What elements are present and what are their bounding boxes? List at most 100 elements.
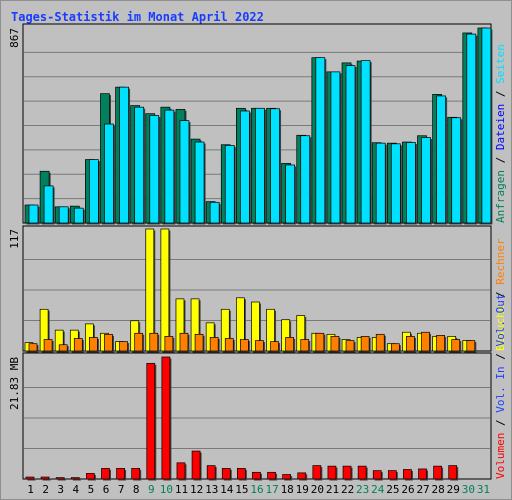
day-label: 31 xyxy=(477,483,490,496)
legend-besuche: Besuche xyxy=(494,305,507,351)
day-label: 6 xyxy=(103,483,110,496)
day-label: 22 xyxy=(341,483,354,496)
day-label: 23 xyxy=(356,483,369,496)
legend-seiten: Seiten xyxy=(494,44,507,84)
day-label: 2 xyxy=(42,483,49,496)
volumen-bar xyxy=(191,450,201,480)
legend-volumen: Volumen xyxy=(494,433,507,479)
seiten-bar xyxy=(43,185,54,224)
volumen-bar xyxy=(448,465,458,480)
day-label: 18 xyxy=(281,483,294,496)
seiten-bar xyxy=(390,143,401,224)
rechner-bar xyxy=(58,344,68,352)
volumen-bar xyxy=(131,468,141,480)
volumen-bar xyxy=(161,356,171,480)
volumen-bar xyxy=(176,462,186,480)
volumen-bar xyxy=(372,470,382,480)
rechner-bar xyxy=(315,332,325,352)
legend-vol-out: Vol. Out xyxy=(494,294,507,347)
volumen-bar xyxy=(387,470,397,480)
rechner-bar xyxy=(330,336,340,352)
rechner-bar xyxy=(209,337,219,352)
day-label: 16 xyxy=(250,483,263,496)
rechner-bar xyxy=(89,337,98,352)
day-label: 13 xyxy=(205,483,218,496)
seiten-bar xyxy=(421,137,431,224)
volumen-bar-shadow xyxy=(42,478,51,481)
day-label: 8 xyxy=(133,483,140,496)
day-label: 12 xyxy=(190,483,203,496)
seiten-bar xyxy=(73,207,84,224)
volumen-bar-shadow xyxy=(72,479,81,481)
seiten-bar xyxy=(330,71,341,224)
hits-ymax-label: 867 xyxy=(8,28,21,48)
legend-vol-in: Vol. In xyxy=(494,366,507,412)
volume-plot-area xyxy=(22,352,492,480)
rechner-bar xyxy=(119,341,128,352)
seiten-bar xyxy=(89,159,99,224)
visits-legend: Besuche / Rechner xyxy=(494,238,507,351)
rechner-bar xyxy=(28,343,38,352)
seiten-bar xyxy=(224,145,235,224)
day-label: 19 xyxy=(296,483,309,496)
volumen-bar xyxy=(418,468,427,480)
rechner-bar xyxy=(43,339,53,352)
rechner-bar xyxy=(255,340,264,352)
rechner-bar xyxy=(436,335,445,352)
day-label: 27 xyxy=(416,483,429,496)
rechner-bar xyxy=(194,333,204,352)
volumen-bar-shadow xyxy=(57,479,66,481)
volumen-bar xyxy=(357,465,367,480)
rechner-bar xyxy=(375,333,385,352)
seiten-bar xyxy=(134,106,145,224)
seiten-bar xyxy=(436,95,446,224)
rechner-bar xyxy=(300,339,310,352)
day-label: 3 xyxy=(57,483,64,496)
day-label: 21 xyxy=(326,483,339,496)
rechner-bar xyxy=(345,340,355,352)
seiten-bar xyxy=(104,123,114,224)
seiten-bar xyxy=(240,110,250,224)
rechner-bar xyxy=(164,336,174,352)
day-label: 14 xyxy=(220,483,234,496)
seiten-bar xyxy=(149,115,160,224)
seiten-bar xyxy=(255,107,265,224)
volumen-bar xyxy=(342,465,352,480)
legend-rechner: Rechner xyxy=(494,238,507,285)
day-label: 29 xyxy=(447,483,460,496)
volumen-bar xyxy=(237,468,246,480)
volumen-bar xyxy=(86,473,95,480)
volumen-bar xyxy=(25,476,35,480)
rechner-bar xyxy=(390,343,400,352)
seiten-bar xyxy=(315,57,326,224)
rechner-bar xyxy=(466,340,476,352)
rechner-bar xyxy=(360,336,370,352)
day-label: 1 xyxy=(27,483,34,496)
volumen-bar xyxy=(252,471,261,480)
rechner-bar xyxy=(179,332,189,352)
besuche-bar xyxy=(145,228,155,352)
day-label: 28 xyxy=(432,483,445,496)
volumen-bar xyxy=(70,477,80,480)
chart-title: Tages-Statistik im Monat April 2022 xyxy=(11,10,264,24)
seiten-bar xyxy=(119,86,129,224)
volumen-bar xyxy=(101,468,110,480)
seiten-bar xyxy=(406,142,416,224)
rechner-bar xyxy=(285,337,294,352)
volume-ymax-label: 21.83 MB xyxy=(8,357,21,410)
rechner-bar xyxy=(73,338,83,352)
rechner-bar xyxy=(149,332,159,352)
day-label: 4 xyxy=(73,483,80,496)
day-label: 26 xyxy=(401,483,414,496)
day-label: 30 xyxy=(462,483,475,496)
volumen-bar xyxy=(327,465,337,480)
rechner-bar xyxy=(240,339,249,352)
rechner-bar xyxy=(406,336,415,352)
seiten-bar xyxy=(375,142,386,224)
day-label: 9 xyxy=(148,483,155,496)
volumen-bar xyxy=(267,471,276,480)
day-label: 11 xyxy=(175,483,188,496)
legend-dateien: Dateien xyxy=(494,104,507,150)
